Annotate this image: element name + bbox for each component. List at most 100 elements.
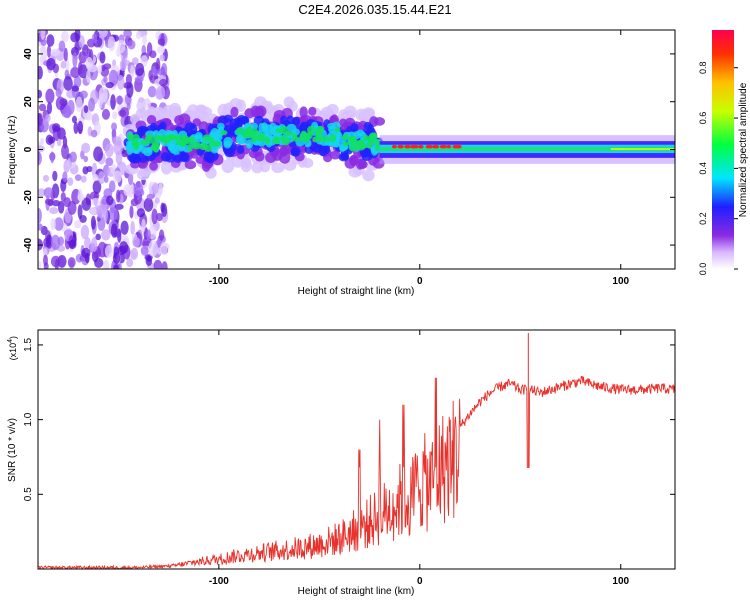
noise-blob <box>97 30 107 39</box>
noise-blob <box>94 257 104 268</box>
noise-blob <box>112 252 121 264</box>
noise-blob <box>141 218 146 233</box>
noise-blob <box>92 180 102 194</box>
noise-blob <box>107 36 116 52</box>
noise-blob <box>74 30 81 42</box>
band-blob <box>186 137 192 145</box>
band-blob <box>175 139 184 146</box>
band-blob <box>374 144 380 152</box>
colorbar-gradient <box>712 30 734 269</box>
band-blob <box>275 128 281 134</box>
noise-blob <box>51 199 61 207</box>
spectrogram-panel: -100 0 100 -40 -20 0 20 40 Height of straight l… <box>7 29 676 297</box>
band-blob <box>194 104 208 116</box>
band-blob <box>131 134 140 141</box>
noise-blob <box>38 260 42 269</box>
noise-blob <box>158 182 164 196</box>
noise-blob <box>50 255 61 268</box>
noise-blob <box>50 48 60 57</box>
noise-blob <box>61 30 69 43</box>
noise-blob <box>147 86 157 98</box>
snr-panel: -100 0 100 0.5 1.0 1.5 Height of straight lin… <box>7 329 676 597</box>
noise-blob <box>86 69 91 83</box>
band-blob <box>323 136 331 143</box>
band-blob <box>140 139 149 146</box>
noise-blob <box>108 207 118 222</box>
noise-blob <box>98 86 108 103</box>
band-blob <box>126 140 134 147</box>
band-blob <box>127 133 134 141</box>
noise-blob <box>67 200 77 215</box>
band-blob <box>201 142 208 149</box>
noise-blob <box>103 175 109 183</box>
band-blob <box>304 145 314 155</box>
noise-blob <box>151 208 158 225</box>
noise-blob <box>90 237 98 253</box>
band-blob <box>236 145 245 154</box>
noise-blob <box>108 69 119 86</box>
band-blob <box>301 158 314 169</box>
y-tick-label: -40 <box>23 237 34 252</box>
noise-blob <box>115 189 121 203</box>
noise-blob <box>104 143 114 158</box>
band-blob <box>356 129 365 137</box>
noise-blob <box>157 45 165 54</box>
noise-blob <box>73 121 79 134</box>
noise-blob <box>142 99 152 109</box>
noise-blob <box>111 122 117 132</box>
noise-blob <box>63 47 68 62</box>
noise-blob <box>60 192 66 202</box>
noise-blob <box>81 142 91 154</box>
band-blob <box>178 153 188 162</box>
noise-blob <box>38 112 43 127</box>
band-blob <box>373 117 386 126</box>
noise-blob <box>158 78 168 87</box>
noise-blob <box>46 101 53 115</box>
band-blob <box>160 160 173 175</box>
noise-blob <box>117 39 126 54</box>
noise-blob <box>45 114 51 123</box>
band-blob <box>205 152 215 164</box>
band-blob <box>167 143 175 152</box>
noise-blob <box>72 52 78 69</box>
noise-blob <box>77 120 84 135</box>
band-blob <box>344 157 356 169</box>
band-blob <box>221 159 235 174</box>
band-blob <box>315 129 322 136</box>
figure-title: C2E4.2026.035.15.44.E21 <box>298 2 452 17</box>
noise-blob <box>39 46 46 54</box>
band-blob <box>192 144 201 150</box>
noise-blob <box>95 233 101 241</box>
noise-blob <box>132 236 140 248</box>
noise-blob <box>61 143 69 160</box>
noise-blob <box>90 207 97 215</box>
band-blob <box>356 145 365 151</box>
noise-blob <box>154 197 160 204</box>
narrow-band-bright <box>610 148 675 151</box>
noise-blob <box>158 229 165 241</box>
noise-blob <box>133 182 144 196</box>
noise-blob <box>130 220 135 235</box>
y-tick-label: 0 <box>23 146 34 152</box>
noise-blob <box>48 136 56 144</box>
noise-blob <box>84 237 91 249</box>
noise-blob <box>69 151 77 163</box>
band-blob <box>312 136 319 143</box>
band-blob <box>343 141 349 147</box>
noise-blob <box>112 111 118 120</box>
noise-blob <box>67 257 76 268</box>
noise-blob <box>38 188 46 197</box>
band-blob <box>256 133 264 142</box>
band-blob <box>271 162 285 173</box>
peak-dot <box>455 144 461 149</box>
noise-blob <box>49 207 59 215</box>
noise-blob <box>38 238 43 251</box>
band-blob <box>250 128 259 136</box>
noise-blob <box>101 229 111 241</box>
band-blob <box>292 116 301 127</box>
noise-blob <box>77 61 83 75</box>
band-blob <box>341 133 349 141</box>
noise-blob <box>103 76 108 83</box>
noise-blob <box>38 103 47 112</box>
noise-blob <box>91 33 98 44</box>
